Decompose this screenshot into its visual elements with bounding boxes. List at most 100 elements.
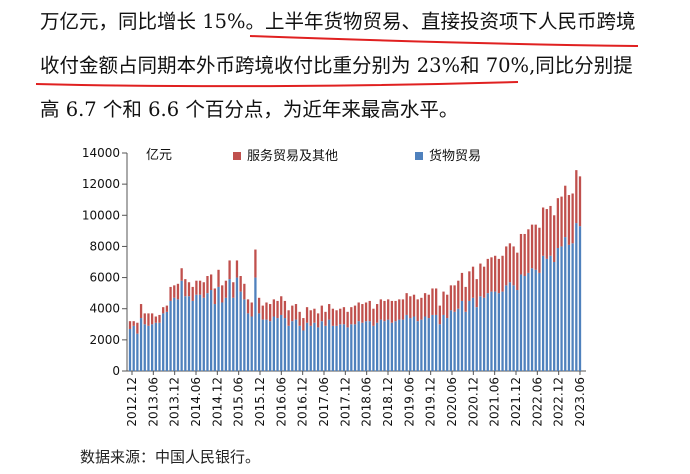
stacked-bar-chart: 0 2000 4000 6000 8000 10000 12000 14000 亿元 服务贸易及其… bbox=[82, 146, 587, 427]
bar-services bbox=[394, 300, 397, 322]
bar-services bbox=[357, 302, 360, 322]
bar-services bbox=[479, 263, 482, 297]
y-tick-label: 6000 bbox=[89, 271, 120, 285]
bar-goods bbox=[405, 314, 408, 371]
bar-goods bbox=[486, 293, 489, 371]
bar-goods bbox=[202, 297, 205, 371]
x-tick-label: 2013.12 bbox=[168, 377, 182, 427]
x-tick-label: 2016.06 bbox=[274, 377, 288, 427]
bar-goods bbox=[505, 285, 508, 371]
x-tick-label: 2019.12 bbox=[424, 377, 438, 427]
bar-goods bbox=[372, 325, 375, 371]
bar-services bbox=[136, 322, 139, 334]
bar-goods bbox=[549, 255, 552, 371]
x-tick-label: 2020.12 bbox=[466, 377, 480, 427]
bar-services bbox=[519, 233, 523, 275]
bar-goods bbox=[560, 246, 563, 371]
bar-services bbox=[272, 299, 275, 317]
bar-goods bbox=[187, 296, 191, 371]
bar-services bbox=[254, 249, 257, 278]
legend-label-services: 服务贸易及其他 bbox=[247, 148, 338, 164]
bar-goods bbox=[383, 321, 386, 371]
bar-services bbox=[427, 294, 430, 319]
bar-services bbox=[287, 310, 290, 326]
bar-goods bbox=[184, 296, 187, 371]
bar-goods bbox=[346, 327, 349, 371]
bar-goods bbox=[254, 277, 257, 371]
bar-services bbox=[173, 285, 176, 298]
bar-services bbox=[471, 266, 475, 298]
bar-services bbox=[486, 258, 489, 294]
bar-goods bbox=[541, 255, 545, 371]
x-tick-label: 2020.06 bbox=[445, 377, 459, 427]
x-tick-label: 2015.12 bbox=[253, 377, 267, 427]
bar-services bbox=[294, 304, 298, 320]
bar-goods bbox=[239, 291, 242, 371]
y-tick-label: 0 bbox=[112, 364, 120, 378]
bar-services bbox=[162, 307, 165, 314]
bar-goods bbox=[368, 321, 371, 371]
bar-goods bbox=[180, 280, 183, 371]
bar-services bbox=[564, 185, 567, 238]
bar-goods bbox=[516, 290, 519, 371]
bar-services bbox=[213, 288, 216, 305]
bar-goods bbox=[191, 300, 194, 371]
x-tick-label: 2015.06 bbox=[232, 377, 246, 427]
bar-services bbox=[464, 286, 467, 312]
bar-services bbox=[246, 299, 250, 314]
bar-goods bbox=[534, 269, 537, 371]
bar-goods bbox=[394, 321, 397, 371]
bar-goods bbox=[139, 318, 143, 371]
bar-services bbox=[567, 195, 571, 245]
y-tick-label: 14000 bbox=[82, 146, 120, 160]
bar-services bbox=[313, 308, 316, 323]
bar-goods bbox=[165, 311, 169, 371]
x-tick-label: 2023.06 bbox=[573, 377, 587, 427]
bar-goods bbox=[361, 322, 364, 371]
bar-services bbox=[305, 307, 309, 323]
bar-services bbox=[545, 209, 548, 259]
bar-services bbox=[375, 304, 379, 323]
bar-services bbox=[169, 286, 172, 301]
bar-services bbox=[191, 286, 194, 301]
bar-goods bbox=[512, 285, 515, 371]
bar-goods bbox=[416, 321, 419, 371]
y-tick-label: 2000 bbox=[89, 333, 120, 347]
bar-goods bbox=[545, 258, 548, 371]
bar-goods bbox=[158, 322, 161, 371]
bar-goods bbox=[169, 300, 172, 371]
bar-goods bbox=[221, 302, 224, 371]
bar-goods bbox=[353, 324, 357, 371]
bar-services bbox=[468, 271, 471, 301]
bar-services bbox=[206, 276, 209, 294]
bar-goods bbox=[464, 311, 467, 371]
bar-goods bbox=[479, 296, 482, 371]
bar-goods bbox=[453, 311, 456, 371]
bar-goods bbox=[162, 313, 165, 371]
bar-goods bbox=[571, 243, 574, 371]
bar-services bbox=[187, 282, 191, 297]
bar-goods bbox=[232, 297, 235, 371]
bar-services bbox=[497, 258, 500, 294]
bar-services bbox=[228, 260, 231, 280]
bar-services bbox=[512, 246, 515, 286]
legend-swatch-services bbox=[233, 152, 241, 160]
bar-services bbox=[431, 288, 434, 315]
bar-goods bbox=[294, 319, 298, 371]
bar-services bbox=[147, 313, 150, 326]
highlight-underline bbox=[35, 35, 639, 88]
bar-services bbox=[398, 299, 401, 320]
x-tick-label: 2013.06 bbox=[146, 377, 160, 427]
bar-goods bbox=[339, 324, 342, 371]
bar-goods bbox=[250, 316, 253, 371]
bar-goods bbox=[538, 272, 541, 371]
bar-services bbox=[217, 269, 220, 287]
bar-services bbox=[578, 176, 582, 227]
paragraph-line-2: 收付金额占同期本外币跨境收付比重分别为 23%和 70%,同比分别提 bbox=[40, 54, 633, 77]
bar-services bbox=[339, 308, 342, 325]
bar-services bbox=[143, 313, 146, 325]
bar-services bbox=[165, 305, 169, 312]
bar-goods bbox=[272, 316, 275, 371]
bar-goods bbox=[265, 319, 268, 371]
bar-services bbox=[261, 305, 264, 320]
